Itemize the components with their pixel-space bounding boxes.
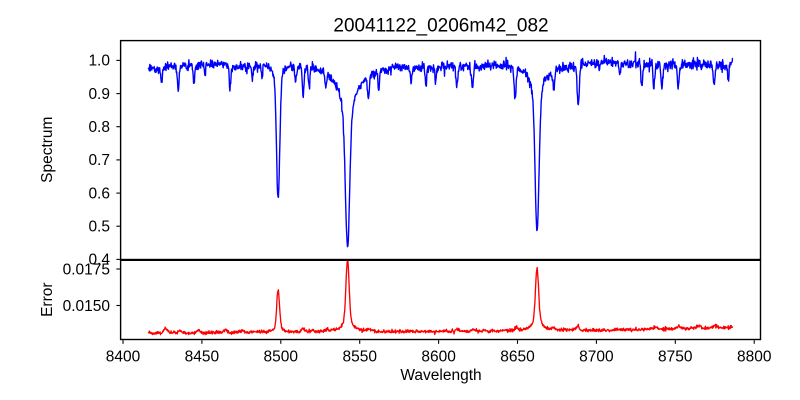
svg-text:8750: 8750 — [658, 348, 693, 365]
svg-text:0.8: 0.8 — [88, 119, 110, 136]
svg-text:0.0150: 0.0150 — [63, 298, 111, 315]
svg-text:8550: 8550 — [342, 348, 377, 365]
svg-text:8500: 8500 — [264, 348, 299, 365]
svg-text:Error: Error — [39, 282, 56, 316]
svg-text:1.0: 1.0 — [88, 53, 110, 70]
svg-text:0.6: 0.6 — [88, 185, 110, 202]
svg-text:8650: 8650 — [500, 348, 535, 365]
svg-text:0.4: 0.4 — [88, 252, 110, 269]
svg-text:20041122_0206m42_082: 20041122_0206m42_082 — [333, 16, 548, 37]
svg-text:8400: 8400 — [106, 348, 141, 365]
svg-text:Wavelength: Wavelength — [400, 367, 481, 384]
svg-text:0.0175: 0.0175 — [63, 261, 110, 278]
svg-text:0.7: 0.7 — [88, 152, 110, 169]
svg-text:8700: 8700 — [579, 348, 614, 365]
svg-text:8800: 8800 — [737, 348, 772, 365]
svg-text:Spectrum: Spectrum — [39, 117, 56, 183]
svg-text:8450: 8450 — [185, 348, 220, 365]
svg-text:0.9: 0.9 — [88, 86, 110, 103]
svg-text:0.5: 0.5 — [88, 219, 110, 236]
svg-text:8600: 8600 — [421, 348, 456, 365]
